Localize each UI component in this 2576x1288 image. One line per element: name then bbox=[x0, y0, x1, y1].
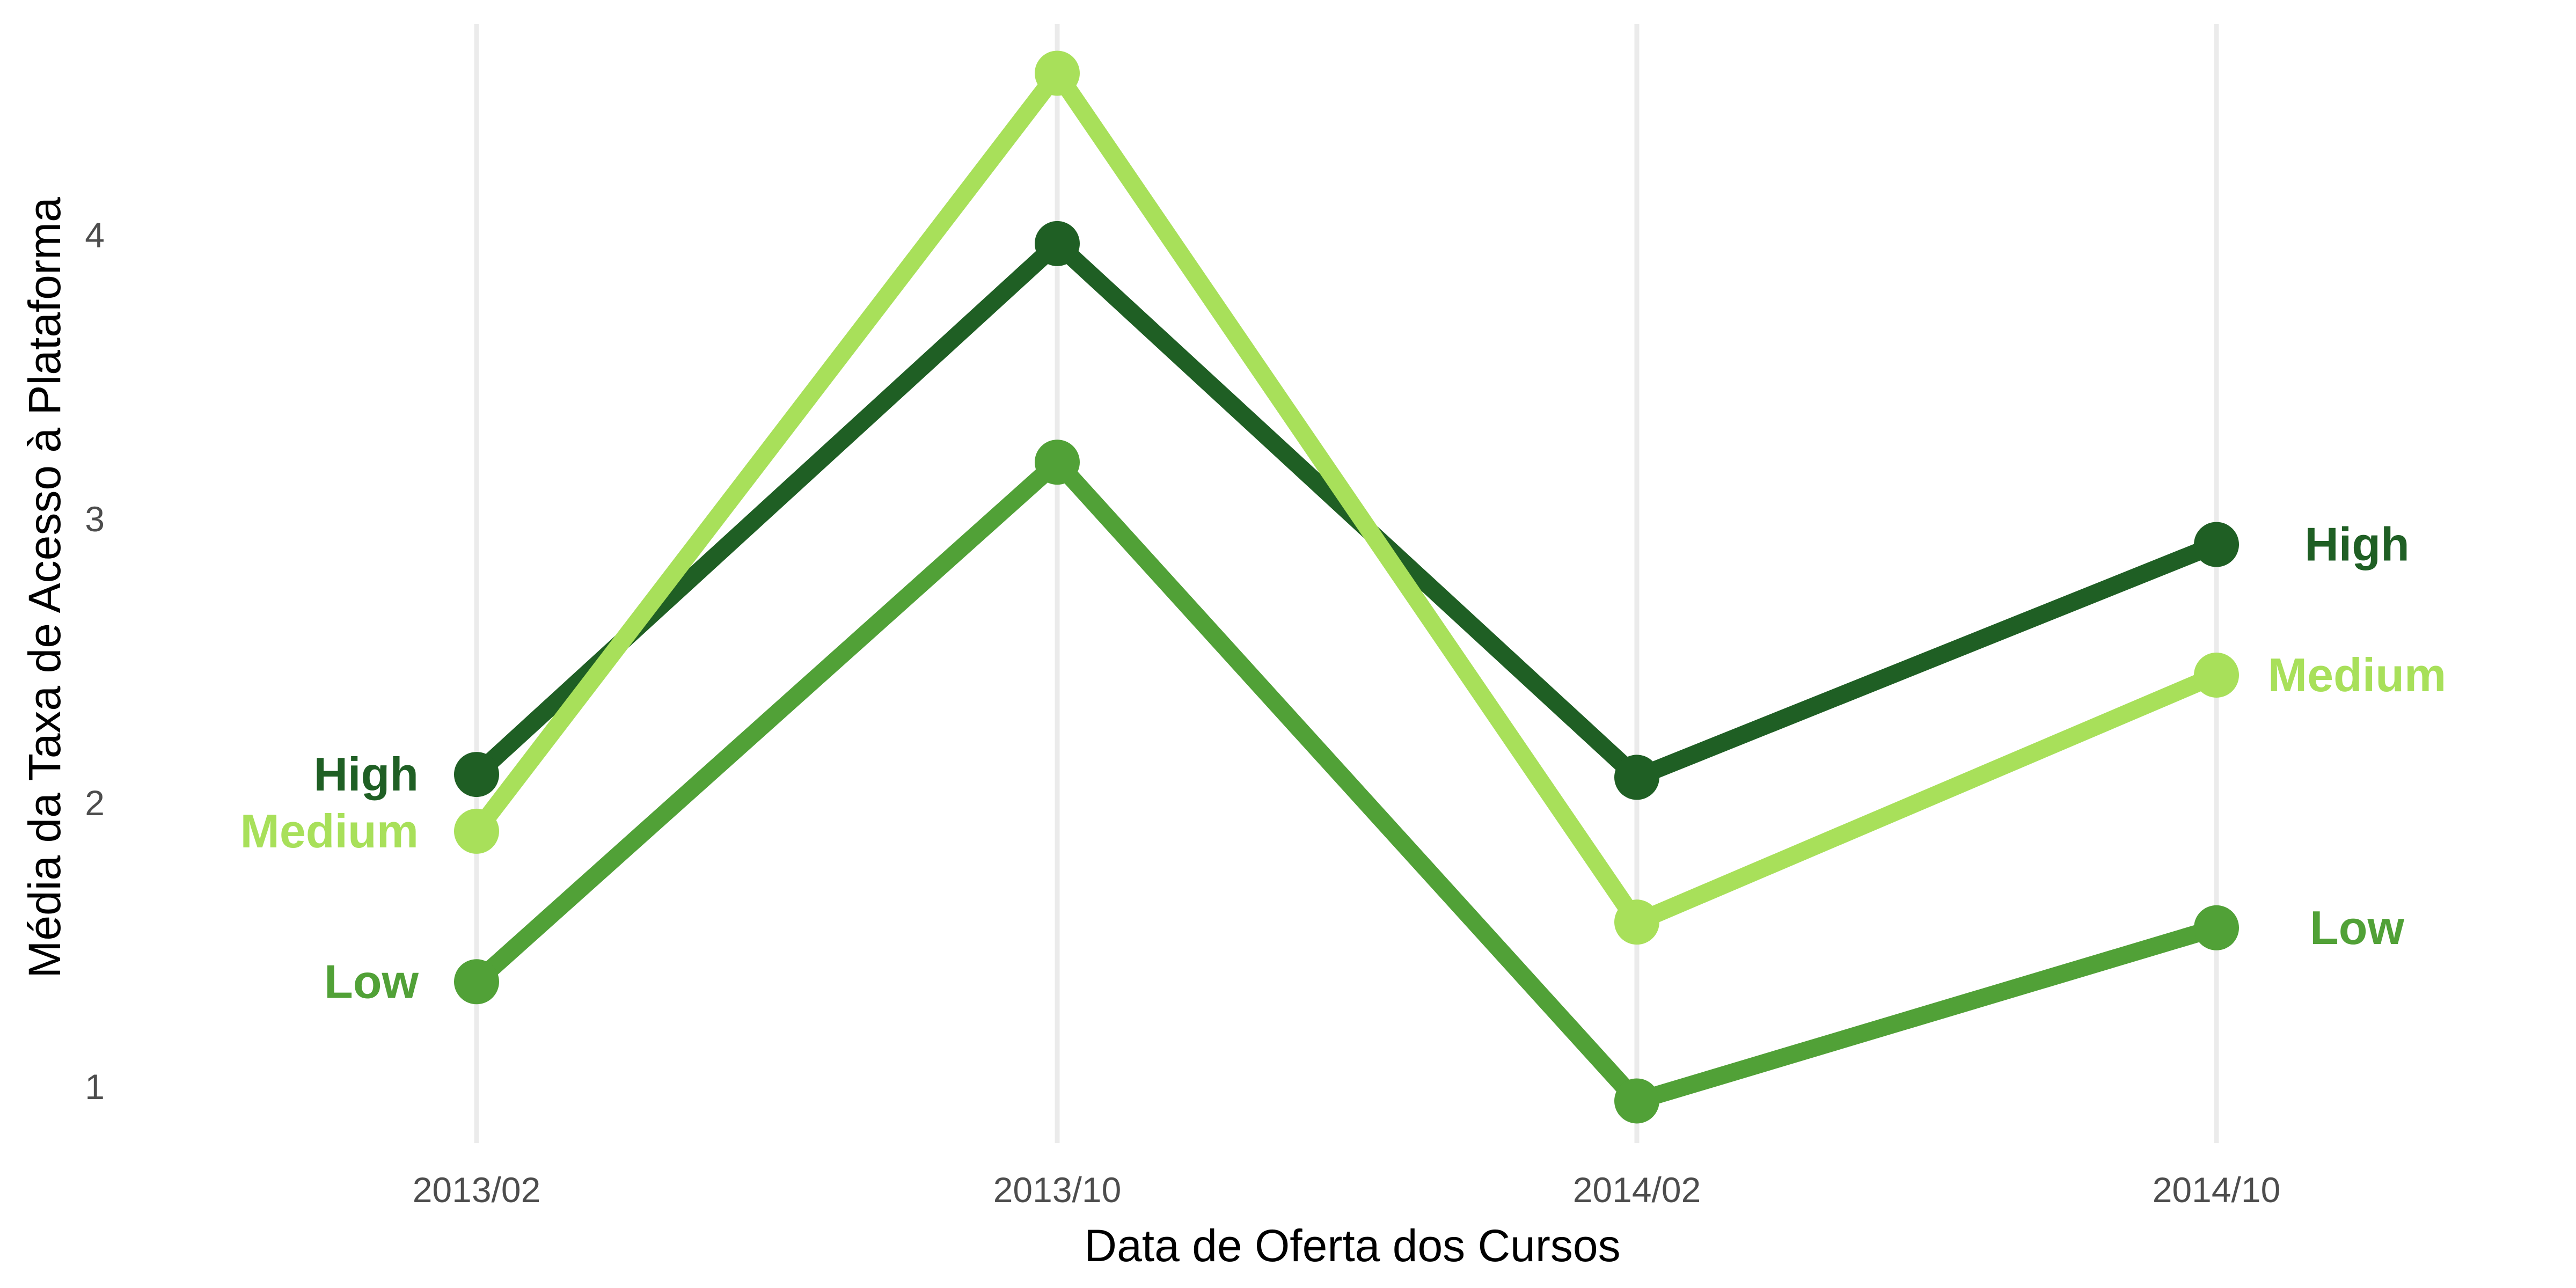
data-point-medium bbox=[1614, 899, 1659, 945]
y-tick-label: 2 bbox=[85, 783, 105, 823]
series-label-end-medium: Medium bbox=[2268, 648, 2446, 701]
data-point-medium bbox=[454, 808, 499, 854]
y-tick-label: 3 bbox=[85, 499, 105, 539]
data-point-high bbox=[1035, 221, 1080, 266]
data-point-high bbox=[1614, 755, 1659, 800]
x-axis-title: Data de Oferta dos Cursos bbox=[1084, 1220, 1620, 1271]
y-tick-label: 1 bbox=[85, 1067, 105, 1107]
series-line-medium bbox=[469, 58, 2220, 933]
x-tick-label: 2013/10 bbox=[993, 1170, 1122, 1210]
tick-labels: 2013/02 2013/10 2014/02 2014/10 1 2 3 4 bbox=[85, 215, 2280, 1210]
grid-lines bbox=[474, 24, 2219, 1143]
series-points bbox=[454, 50, 2239, 1124]
y-tick-label: 4 bbox=[85, 215, 105, 255]
series-label-start-high: High bbox=[313, 748, 419, 801]
data-point-medium bbox=[2194, 652, 2239, 698]
series-line-low bbox=[470, 449, 2219, 1111]
x-tick-label: 2014/02 bbox=[1573, 1170, 1701, 1210]
data-point-low bbox=[454, 959, 499, 1005]
data-point-low bbox=[1035, 440, 1080, 485]
series-label-start-medium: Medium bbox=[240, 804, 419, 858]
x-tick-label: 2014/10 bbox=[2153, 1170, 2281, 1210]
series-lines bbox=[469, 58, 2220, 1111]
data-point-low bbox=[2194, 905, 2239, 950]
data-point-high bbox=[454, 752, 499, 797]
x-tick-label: 2013/02 bbox=[413, 1170, 541, 1210]
data-point-low bbox=[1614, 1078, 1659, 1124]
data-point-high bbox=[2194, 522, 2239, 567]
series-label-end-high: High bbox=[2304, 518, 2410, 571]
series-label-start-low: Low bbox=[324, 955, 419, 1008]
y-axis-title: Média da Taxa de Acesso à Plataforma bbox=[19, 197, 70, 978]
data-point-medium bbox=[1035, 50, 1080, 96]
series-label-end-low: Low bbox=[2310, 901, 2405, 954]
